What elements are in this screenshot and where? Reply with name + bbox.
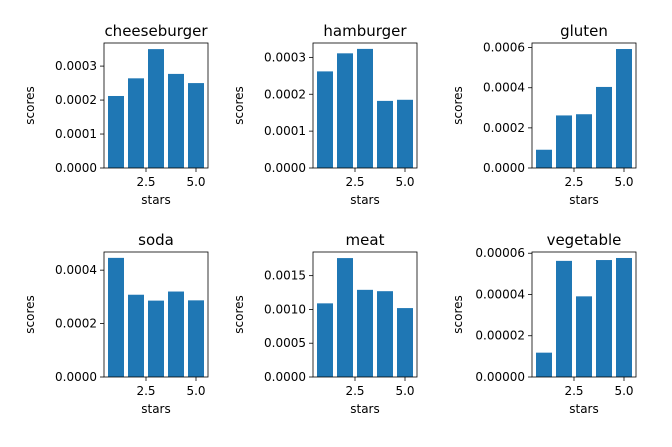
y-axis-label: scores <box>23 295 37 334</box>
bar <box>536 352 552 377</box>
y-tick-label: 0.0010 <box>264 302 306 316</box>
bar <box>108 257 124 377</box>
chart-title: vegetable <box>547 231 622 249</box>
bar <box>397 308 413 377</box>
bar <box>148 49 164 168</box>
y-tick-label: 0.0000 <box>264 370 306 384</box>
x-tick-label: 2.5 <box>345 384 364 398</box>
x-tick-label: 2.5 <box>136 175 155 189</box>
bar <box>616 257 632 377</box>
bar <box>596 260 612 377</box>
bar <box>357 48 373 168</box>
y-tick-label: 0.0000 <box>264 161 306 175</box>
y-axis-label: scores <box>232 86 246 125</box>
x-axis-label: stars <box>569 193 599 207</box>
y-tick-label: 0.0000 <box>483 161 525 175</box>
x-tick-label: 2.5 <box>564 384 583 398</box>
chart-title: meat <box>346 231 385 249</box>
bar <box>337 53 353 169</box>
y-tick-label: 0.0004 <box>483 81 525 95</box>
x-tick-label: 2.5 <box>136 384 155 398</box>
x-tick-label: 5.0 <box>186 175 205 189</box>
y-tick-label: 0.0001 <box>264 124 306 138</box>
bar <box>616 49 632 169</box>
x-tick-label: 2.5 <box>345 175 364 189</box>
axes-frame <box>103 251 209 378</box>
bar <box>397 99 413 168</box>
bar <box>148 300 164 377</box>
y-axis-label: scores <box>451 86 465 125</box>
y-axis-label: scores <box>23 86 37 125</box>
x-axis-label: stars <box>141 193 171 207</box>
chart-title: hamburger <box>323 22 407 40</box>
y-tick-label: 0.00006 <box>475 246 525 260</box>
x-tick-label: 5.0 <box>395 175 414 189</box>
y-tick-label: 0.00000 <box>475 370 525 384</box>
bar <box>317 303 333 377</box>
chart-panel-6: 0.00000 0.00002 0.00004 0.00006 2.5 5.0 vegeta… <box>451 231 637 416</box>
x-tick-label: 2.5 <box>564 175 583 189</box>
x-axis-label: stars <box>350 402 380 416</box>
chart-panel-4: 0.0000 0.0002 0.0004 2.5 5.0 soda stars scores <box>23 231 209 416</box>
y-tick-label: 0.0002 <box>483 121 525 135</box>
y-tick-label: 0.00002 <box>475 329 525 343</box>
y-tick-label: 0.0000 <box>55 370 97 384</box>
bar <box>357 289 373 377</box>
x-tick-label: 5.0 <box>614 175 633 189</box>
bar <box>556 115 572 168</box>
x-axis-label: stars <box>141 402 171 416</box>
bar <box>377 100 393 168</box>
x-tick-label: 5.0 <box>395 384 414 398</box>
axes-frame <box>103 42 209 169</box>
bar <box>188 83 204 168</box>
y-tick-label: 0.0002 <box>55 93 97 107</box>
y-tick-label: 0.0002 <box>264 87 306 101</box>
bar <box>596 86 612 168</box>
chart-title: cheeseburger <box>104 22 208 40</box>
bar <box>536 149 552 168</box>
y-tick-label: 0.00004 <box>475 287 525 301</box>
y-tick-label: 0.0004 <box>55 263 97 277</box>
bar <box>576 296 592 377</box>
y-tick-label: 0.0002 <box>55 317 97 331</box>
bar <box>128 294 144 377</box>
bar <box>188 300 204 377</box>
chart-title: gluten <box>560 22 608 40</box>
y-axis-label: scores <box>451 295 465 334</box>
chart-panel-1: 0.0000 0.0001 0.0002 0.0003 2.5 5.0 cheeseburg… <box>23 22 209 207</box>
bar <box>317 71 333 168</box>
y-tick-label: 0.0015 <box>264 269 306 283</box>
y-tick-label: 0.0006 <box>483 41 525 55</box>
y-tick-label: 0.0003 <box>264 50 306 64</box>
y-axis-label: scores <box>232 295 246 334</box>
x-tick-label: 5.0 <box>186 384 205 398</box>
bar <box>377 291 393 377</box>
y-tick-label: 0.0000 <box>55 161 97 175</box>
y-tick-label: 0.0003 <box>55 59 97 73</box>
bar <box>128 78 144 168</box>
axes-frame <box>312 251 418 378</box>
x-axis-label: stars <box>569 402 599 416</box>
x-tick-label: 5.0 <box>614 384 633 398</box>
axes-frame <box>531 42 637 169</box>
chart-panel-3: 0.0000 0.0002 0.0004 0.0006 2.5 5.0 gluten star… <box>451 22 637 207</box>
x-axis-label: stars <box>350 193 380 207</box>
y-tick-label: 0.0001 <box>55 127 97 141</box>
chart-title: soda <box>138 231 174 249</box>
bar <box>556 260 572 377</box>
chart-panel-5: 0.0000 0.0005 0.0010 0.0015 2.5 5.0 meat stars s… <box>232 231 418 416</box>
chart-panel-2: 0.0000 0.0001 0.0002 0.0003 2.5 5.0 hamburger s… <box>232 22 418 207</box>
bar <box>576 114 592 168</box>
bar <box>337 258 353 377</box>
y-tick-label: 0.0005 <box>264 336 306 350</box>
bar <box>168 73 184 168</box>
axes-frame <box>531 251 637 378</box>
bar <box>108 95 124 168</box>
bar <box>168 291 184 377</box>
axes-frame <box>312 42 418 169</box>
